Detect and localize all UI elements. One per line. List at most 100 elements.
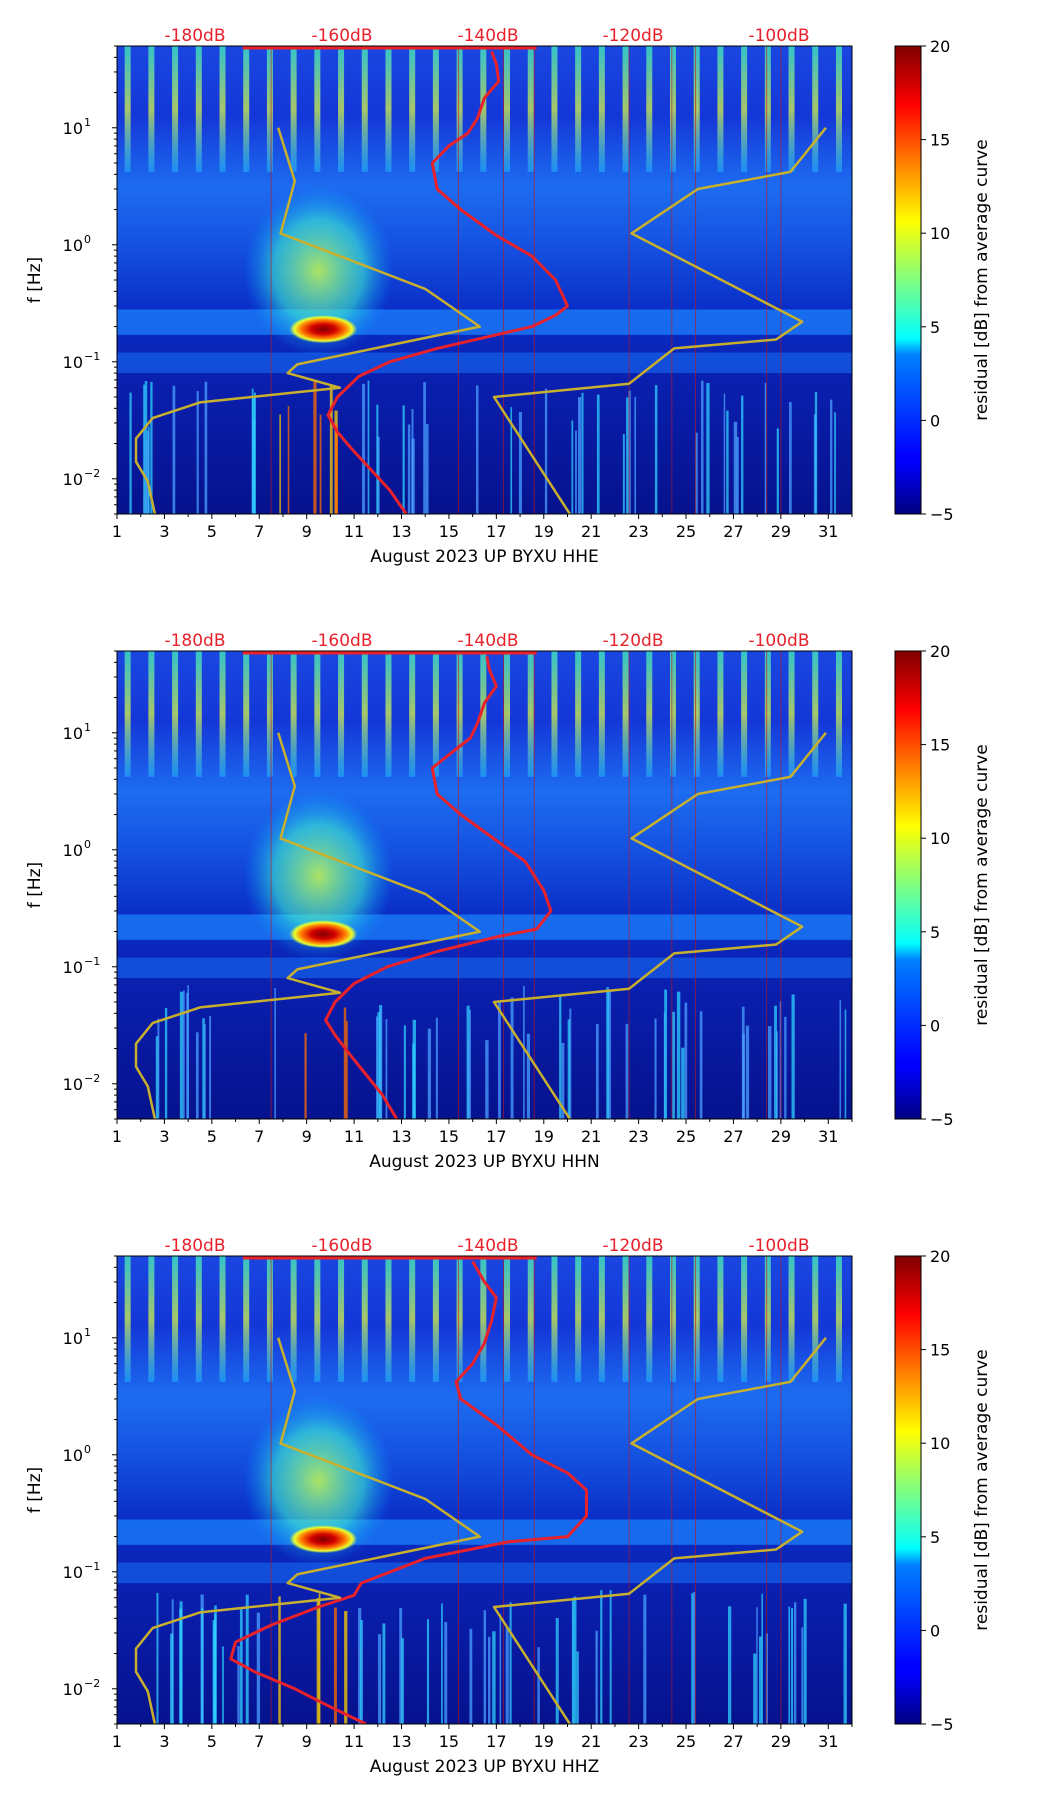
lf-streak [776,1031,778,1119]
lf-streak [654,1018,657,1119]
hf-stripe-12 [385,46,392,172]
x-tick-label: 25 [676,1127,696,1146]
hf-stripe-13 [409,1256,416,1382]
lf-streak [691,1593,694,1724]
hf-stripe-7 [266,46,273,172]
x-tick-label: 9 [302,1732,312,1751]
lf-streak [625,1023,629,1119]
x-tick-label: 27 [723,522,743,541]
hf-stripe-27 [741,1256,748,1382]
hf-stripe-19 [551,1256,558,1382]
lf-streak [745,1025,750,1119]
hf-stripe-4 [195,651,202,777]
hf-stripe-11 [361,651,368,777]
lf-streak [441,1603,443,1724]
hf-stripe-26 [717,46,724,172]
lf-streak [239,1609,243,1724]
hf-stripe-9 [314,651,321,777]
lf-streak [505,1628,509,1724]
lf-streak [333,1607,337,1724]
hf-stripe-1 [124,46,131,172]
lf-streak [736,437,739,514]
colorbar-label: residual [dB] from average curve [972,744,992,1025]
hf-stripe-14 [432,1256,439,1382]
lf-streak [839,1000,842,1119]
hf-stripe-2 [148,651,155,777]
lf-streak [764,382,767,514]
lf-streak [403,1025,406,1119]
lf-streak [575,430,577,514]
lf-streak [412,1043,415,1119]
lf-streak [377,436,380,514]
lf-streak [382,1623,386,1724]
hf-stripe-28 [764,651,771,777]
x-tick-label: 31 [818,522,838,541]
lf-streak [788,1606,791,1724]
lf-streak [444,1622,448,1724]
hf-stripe-24 [669,651,676,777]
lf-streak [345,1020,348,1119]
lf-streak [245,1594,249,1724]
y-axis-label: f [Hz] [25,1467,45,1513]
y-tick-exponent: 1 [84,116,91,129]
lf-streak [761,1593,763,1724]
lf-streak [214,1614,217,1724]
lf-streak [581,392,584,514]
lf-streak [319,414,322,514]
lf-streak [488,1636,491,1724]
colorbar-label: residual [dB] from average curve [972,1349,992,1630]
lf-streak [435,1017,438,1119]
hf-stripe-10 [338,46,345,172]
hf-stripe-7 [266,1256,273,1382]
colorbar-tick-label: 15 [930,736,950,755]
hf-stripe-18 [527,1256,534,1382]
hf-stripe-6 [243,46,250,172]
lf-streak [157,1018,160,1119]
lf-streak [834,412,836,514]
db-label: -160dB [311,631,372,651]
db-label: -160dB [311,26,372,46]
lf-streak [483,1610,487,1724]
hf-stripe-24 [669,1256,676,1382]
lf-streak [510,407,513,514]
microseism-band [117,914,852,940]
lf-streak [196,391,199,514]
hf-stripe-27 [741,46,748,172]
x-tick-label: 19 [534,1732,554,1751]
x-axis-label: August 2023 UP BYXU HHE [370,547,599,567]
hf-stripe-26 [717,1256,724,1382]
hf-stripe-28 [764,1256,771,1382]
hf-stripe-22 [622,46,629,172]
lf-streak [844,1009,847,1119]
colorbar-tick-label: 20 [930,37,950,56]
y-tick-label: 10 [63,470,83,489]
lf-streak [510,997,514,1119]
lf-streak [385,1019,388,1119]
lf-streak [681,1047,685,1119]
colorbar-tick-label: −5 [930,1715,954,1734]
lf-streak [609,1590,612,1724]
curve-nhnm [492,127,827,514]
lf-streak [654,385,658,514]
curve-median-psd [324,656,553,1119]
y-tick-exponent: −2 [84,467,100,480]
hf-stripe-16 [480,46,487,172]
hf-stripe-17 [504,46,511,172]
hotspot [289,1525,358,1554]
y-tick-label: 10 [63,1680,83,1699]
hotspot [289,315,358,344]
x-tick-label: 13 [391,522,411,541]
colorbar-tick-label: 0 [930,1016,940,1035]
lf-streak [202,1018,205,1119]
hf-stripe-16 [480,1256,487,1382]
lf-streak [726,410,729,514]
colorbar-tick-label: 5 [930,1528,940,1547]
hf-stripe-19 [551,651,558,777]
lf-streak [170,1633,174,1724]
lf-streak [561,1042,565,1119]
spectrogram-area [117,46,852,514]
y-tick-label: 10 [63,1075,83,1094]
hf-stripe-2 [148,46,155,172]
colorbar-tick-label: 10 [930,829,950,848]
